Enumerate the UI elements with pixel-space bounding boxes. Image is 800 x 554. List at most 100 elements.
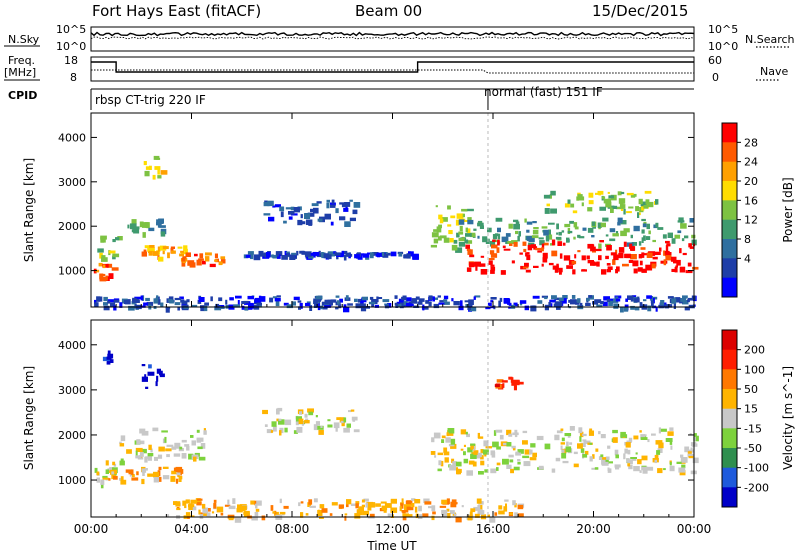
power-cell [675,297,681,303]
power-cell [634,306,640,311]
velocity-cell [313,424,318,431]
power-cell [592,250,596,253]
velocity-cell [174,442,181,449]
power-cell [559,253,563,259]
power-cell [467,249,473,255]
power-cell [606,263,611,266]
power-cell [626,211,632,214]
velocity-cell [530,443,536,448]
velocity-cell [399,506,402,512]
power-cell [438,224,442,229]
power-cell [551,250,558,257]
velocity-cell [299,411,303,415]
velocity-cell [171,470,177,475]
power-cell [183,306,189,309]
power-cell [255,297,262,303]
power-cell [606,299,611,302]
velocity-cell [161,430,168,433]
power-cell [344,221,351,227]
velocity-cell [361,504,365,508]
power-cell [139,221,144,228]
power-cell [103,296,108,302]
velocity-cell [573,463,579,468]
power-cell [639,302,643,308]
power-cell [204,302,209,306]
velocity-cell [107,350,111,355]
power-yaxis: 1000 2000 3000 4000 [58,131,694,278]
power-cell [466,267,472,272]
power-cell [299,250,305,254]
power-cell [249,254,254,260]
power-cell [312,254,316,258]
velocity-cell [656,450,661,455]
power-cell [465,233,472,237]
velocity-cell [278,419,285,425]
freq-label: Freq. [8,54,35,67]
velocity-cell [469,511,473,518]
velocity-colorbar-tick-label: 200 [744,344,765,357]
power-cells [93,155,699,313]
power-cell [456,232,460,238]
power-cell [490,269,495,274]
velocity-cell [308,411,314,416]
power-cell [479,263,486,267]
power-cell [574,226,579,230]
velocity-cell [147,453,154,457]
power-cell [598,243,602,249]
velocity-cell [614,449,619,456]
x-tick-label: 12:00 [375,522,410,536]
velocity-cell [560,442,565,445]
power-cell [341,204,347,208]
velocity-cell [152,427,159,432]
velocity-cell [100,484,104,489]
power-cell [519,252,523,255]
power-cell [159,225,166,228]
velocity-cell [449,510,455,515]
velocity-cell [477,432,480,439]
velocity-cell [279,498,282,504]
power-cell [488,258,495,261]
velocity-cell [654,454,659,459]
velocity-cell [473,444,476,451]
power-cell [577,250,581,253]
velocity-cell [538,465,544,470]
velocity-cell [612,437,618,443]
beam-title: Beam 00 [355,2,422,20]
velocity-cell [159,373,165,378]
velocity-cell [144,468,148,471]
velocity-cell [667,431,674,436]
power-cell [198,258,204,261]
power-cell [677,220,685,223]
power-cell [318,250,321,255]
power-cell [613,303,619,309]
power-cell [113,298,120,301]
velocity-cell [188,504,193,510]
power-cell [682,252,687,256]
power-cell [655,306,658,312]
power-cell [537,300,543,304]
power-cell [258,250,264,257]
power-cell [682,299,689,305]
velocity-cell [308,499,313,505]
power-cell [106,263,113,268]
power-cell [117,236,123,241]
velocity-cell [170,475,176,482]
power-cell [345,205,348,209]
velocity-cell [363,498,369,502]
power-cell [679,248,682,254]
velocity-cell [293,430,298,434]
power-cell [620,307,624,313]
velocity-cell [561,437,565,442]
nsearch-tick-low: 10^0 [708,40,738,53]
power-cell [643,235,646,241]
velocity-cell [148,364,152,369]
velocity-cell [607,445,611,449]
power-cell [586,255,590,260]
power-cell [546,234,553,240]
velocity-cell [474,513,480,518]
power-cell [202,260,206,265]
power-cell [607,266,613,270]
velocity-cell [187,516,190,519]
velocity-cell [495,429,503,433]
velocity-cell [598,431,601,435]
